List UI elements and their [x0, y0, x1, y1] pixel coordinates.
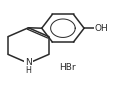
Text: HBr: HBr — [59, 63, 76, 72]
Text: OH: OH — [95, 24, 109, 33]
Text: N: N — [25, 58, 32, 67]
Text: H: H — [26, 66, 31, 75]
